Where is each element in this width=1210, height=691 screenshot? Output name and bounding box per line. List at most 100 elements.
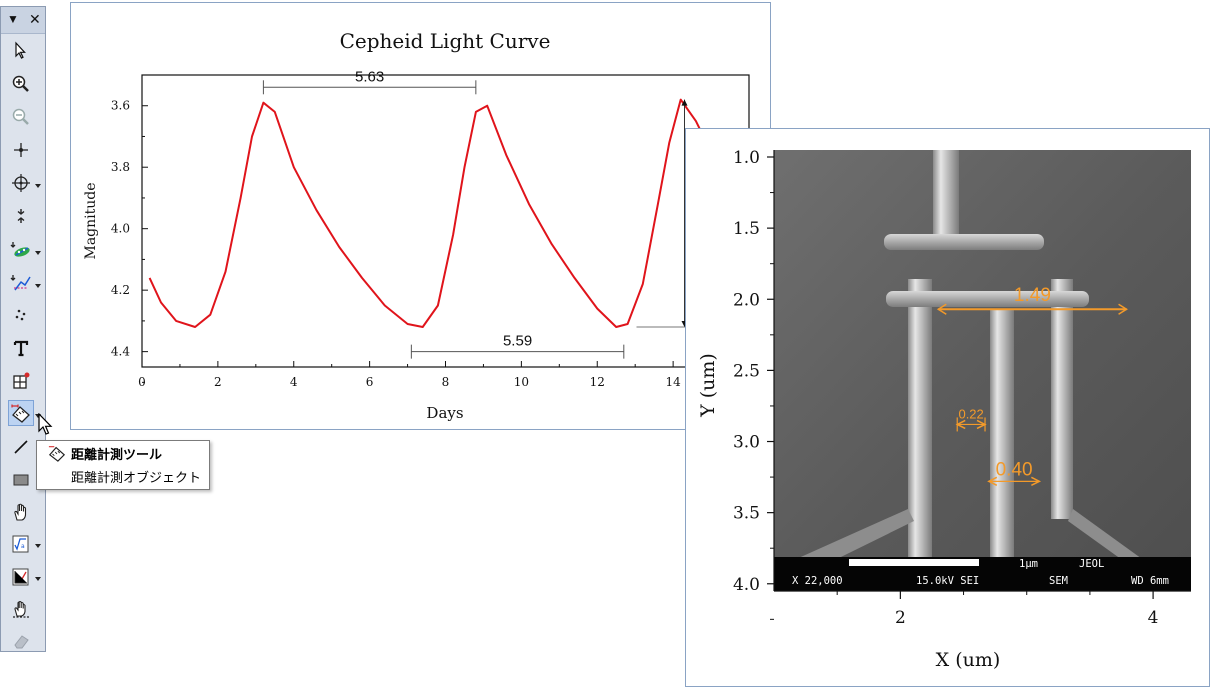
zoom-out-icon xyxy=(12,108,29,125)
chart-title: Cepheid Light Curve xyxy=(340,29,551,53)
x-axis-label: Days xyxy=(426,404,463,422)
region-points-tool[interactable] xyxy=(8,302,34,328)
sem-y-tick-label: 2.5 xyxy=(733,361,760,381)
zoom-in-tool[interactable] xyxy=(8,71,34,97)
sem-y-tick-label: 1.0 xyxy=(733,148,760,168)
sem-y-axis-label: Y (um) xyxy=(697,353,719,418)
insert-graph-icon xyxy=(12,568,29,586)
rectangle-tool-icon xyxy=(13,474,29,486)
toolbar-menu-icon[interactable]: ▼ xyxy=(7,12,19,26)
sem-y-tick-label: 1.5 xyxy=(733,219,760,239)
y-tick-label: 4.4 xyxy=(111,345,130,359)
toolbar-header: ▼ ✕ xyxy=(1,7,45,34)
sem-y-axis: 1.0 1.5 2.0 2.5 3.0 3.5 4.0 xyxy=(733,148,774,620)
sem-distance-arrowhead xyxy=(1118,303,1128,315)
rectangle-tool[interactable] xyxy=(8,467,34,493)
eraser-tool[interactable] xyxy=(8,628,34,654)
sem-distance-arrowhead xyxy=(936,303,947,315)
data-reader-tool[interactable] xyxy=(8,170,34,196)
text-tool[interactable] xyxy=(8,335,34,361)
sem-distance-label: 0.22 xyxy=(958,406,983,421)
sem-y-tick-label: 2.0 xyxy=(733,290,760,310)
draw-data-dropdown-icon[interactable] xyxy=(34,282,42,290)
hand-tool[interactable] xyxy=(8,499,34,525)
distance-tool-icon xyxy=(48,446,66,462)
sem-y-tick-label: 4.0 xyxy=(733,575,760,595)
draw-data-tool[interactable] xyxy=(8,269,34,295)
light-curve-line xyxy=(148,98,750,328)
pan-tool[interactable] xyxy=(8,596,34,622)
mask-points-dropdown-icon[interactable] xyxy=(34,249,42,257)
sem-distance-label: 0.40 xyxy=(996,459,1033,480)
x-tick-label: 4 xyxy=(290,375,298,389)
sem-wd: WD 6mm xyxy=(1131,575,1169,587)
draw-data-icon xyxy=(10,275,31,291)
distance-annotation[interactable]: 5.63 xyxy=(262,68,477,95)
svg-text:a: a xyxy=(21,543,25,550)
sem-scale-bar xyxy=(849,559,979,566)
text-tool-icon xyxy=(13,340,29,357)
sem-distance-annotation[interactable]: 0.22 xyxy=(955,406,987,432)
y-tick-label: 3.6 xyxy=(111,99,130,113)
mask-points-icon xyxy=(10,242,30,257)
sem-y-tick-label: 3.5 xyxy=(733,504,760,524)
pointer-tool[interactable] xyxy=(8,37,34,63)
distance-annotation[interactable]: 5.59 xyxy=(410,333,625,359)
sem-distance-annotation[interactable]: 0.40 xyxy=(987,459,1042,487)
x-tick-label: 12 xyxy=(590,375,605,389)
data-reader-icon xyxy=(12,174,30,192)
y-tick-label: 4.0 xyxy=(111,222,130,236)
eraser-icon xyxy=(14,635,29,649)
sem-image xyxy=(774,150,1191,590)
flyout-item-distance-object[interactable]: 距離計測オブジェクト xyxy=(71,470,202,485)
insert-graph-tool[interactable] xyxy=(8,564,34,590)
x-tick-label: 14 xyxy=(665,375,681,389)
distance-label: 5.59 xyxy=(503,333,532,350)
line-tool[interactable] xyxy=(8,434,34,460)
insert-graph-dropdown-icon[interactable] xyxy=(34,575,42,583)
screen-reader-icon xyxy=(14,143,28,157)
distance-tool-icon xyxy=(11,404,30,423)
screen-reader-tool[interactable] xyxy=(8,137,34,163)
data-selector-tool[interactable] xyxy=(8,203,34,229)
sem-brand-label: JEOL xyxy=(1079,558,1104,570)
data-reader-dropdown-icon[interactable] xyxy=(34,182,42,190)
sem-voltage: 15.0kV SEI xyxy=(916,575,979,587)
cepheid-graph-window: Cepheid Light Curve 0246810121416 3.63.8… xyxy=(70,2,771,430)
add-table-tool[interactable] xyxy=(8,368,34,394)
sem-distance-annotations[interactable]: 1.49 0.22 0.40 xyxy=(936,285,1128,487)
sem-chart: 1μm JEOL X 22,000 15.0kV SEI SEM WD 6mm … xyxy=(697,148,1191,671)
toolbar-close-icon[interactable]: ✕ xyxy=(29,11,41,27)
sem-info-bar xyxy=(774,557,1191,591)
sem-x-tick-label: 4 xyxy=(1148,608,1159,628)
mouse-cursor-icon xyxy=(38,413,53,435)
equation-icon: a xyxy=(12,535,29,553)
flyout-item-distance-tool[interactable]: 距離計測ツール xyxy=(71,447,163,462)
equation-dropdown-icon[interactable] xyxy=(34,542,42,550)
x-tick-label: 10 xyxy=(514,375,529,389)
line-tool-icon xyxy=(14,440,28,454)
sem-distance-arrowhead xyxy=(1031,476,1042,487)
equation-tool[interactable]: a xyxy=(8,531,34,557)
x-tick-label: 8 xyxy=(442,375,450,389)
distance-tool[interactable] xyxy=(8,400,34,426)
region-points-icon xyxy=(15,309,26,321)
mask-points-tool[interactable] xyxy=(8,236,34,262)
zoom-out-tool[interactable] xyxy=(8,104,34,130)
plot-frame xyxy=(141,74,750,368)
distance-label: 5.63 xyxy=(355,68,384,85)
x-tick-label: 2 xyxy=(214,375,222,389)
hand-icon xyxy=(14,503,27,521)
y-tick-label: 3.8 xyxy=(111,160,130,174)
y-tick-label: 4.2 xyxy=(111,283,130,297)
x-tick-label: 6 xyxy=(366,375,374,389)
sem-distance-annotation[interactable]: 1.49 xyxy=(936,285,1128,315)
cepheid-chart: Cepheid Light Curve 0246810121416 3.63.8… xyxy=(83,29,757,422)
pan-icon xyxy=(13,601,29,618)
sem-graph-window: 1μm JEOL X 22,000 15.0kV SEI SEM WD 6mm … xyxy=(685,128,1210,687)
sem-mode: SEM xyxy=(1049,575,1068,587)
data-selector-icon xyxy=(17,209,25,223)
sem-x-axis-label: X (um) xyxy=(936,649,1001,671)
sem-scale-label: 1μm xyxy=(1019,558,1038,570)
